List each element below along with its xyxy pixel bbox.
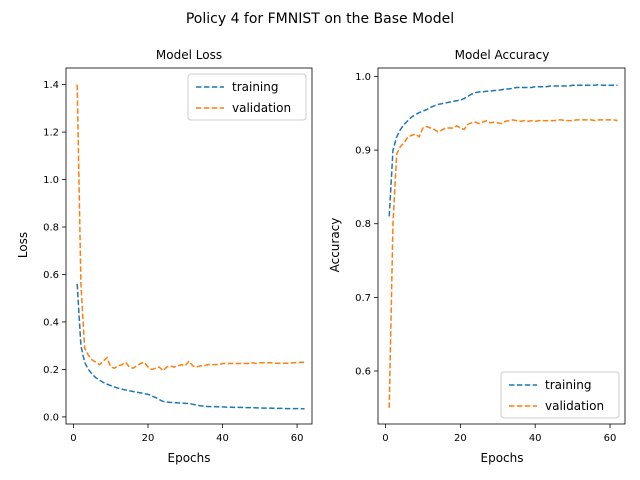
loss-x-tick-label: 20 [142,433,155,444]
loss-axes-frame [65,67,313,425]
accuracy-x-axis-label: Epochs [481,451,524,465]
loss-y-tick-label: 1.0 [43,175,59,186]
loss-x-tick-label: 40 [216,433,229,444]
accuracy-y-tick-label: 1.0 [355,72,371,83]
figure-suptitle: Policy 4 for FMNIST on the Base Model [186,11,454,27]
loss-legend-label-training: training [232,80,279,94]
accuracy-y-tick-label: 0.7 [355,293,371,304]
loss-legend-label-validation: validation [232,101,291,115]
accuracy-axes-frame [377,67,626,425]
accuracy-legend-box [500,371,620,419]
loss-y-axis-label: Loss [16,232,30,258]
loss-y-tick-label: 0.2 [43,365,59,376]
loss-y-tick-label: 0.4 [43,317,59,328]
loss-series-line-validation [76,84,305,372]
loss-chart-title: Model Loss [156,48,222,62]
loss-legend-box [187,73,307,121]
accuracy-plot-area: 0 20 40 60 0.6 0.7 0.8 0.9 1.0 [355,67,626,444]
loss-legend: training validation [187,73,307,121]
loss-y-tick-label: 0.8 [43,223,59,234]
loss-y-tick-label: 0.0 [43,412,59,423]
accuracy-x-tick-label: 40 [529,433,542,444]
accuracy-x-tick-label: 60 [604,433,617,444]
loss-series-line-training [76,283,305,410]
accuracy-y-tick-label: 0.9 [355,146,371,157]
accuracy-legend-label-training: training [545,378,592,392]
accuracy-x-tick-label: 0 [382,433,388,444]
accuracy-series-line-training [388,83,618,217]
accuracy-y-axis-label: Accuracy [328,218,342,273]
loss-y-tick-label: 0.6 [43,270,59,281]
loss-plot-area: 0 20 40 60 0.0 0.2 0.4 0.6 0.8 1.0 1.2 1.4 [43,67,313,444]
accuracy-y-tick-label: 0.6 [355,366,371,377]
accuracy-x-tick-label: 20 [454,433,467,444]
loss-x-axis-label: Epochs [168,451,211,465]
accuracy-legend-label-validation: validation [545,399,604,413]
loss-y-tick-label: 1.2 [43,128,59,139]
accuracy-y-tick-label: 0.8 [355,219,371,230]
accuracy-chart-title: Model Accuracy [455,48,550,62]
accuracy-legend: training validation [500,371,620,419]
loss-x-tick-label: 60 [291,433,304,444]
loss-chart: Model Loss 0 20 40 60 0.0 0.2 0.4 0.6 0.8 1.0 1.2 1… [16,48,313,465]
accuracy-series-line-validation [388,119,618,408]
loss-y-tick-label: 1.4 [43,80,59,91]
loss-x-tick-label: 0 [70,433,76,444]
accuracy-chart: Model Accuracy 0 20 40 60 0.6 0.7 0.8 0.9 1.0 Ep… [328,48,626,465]
